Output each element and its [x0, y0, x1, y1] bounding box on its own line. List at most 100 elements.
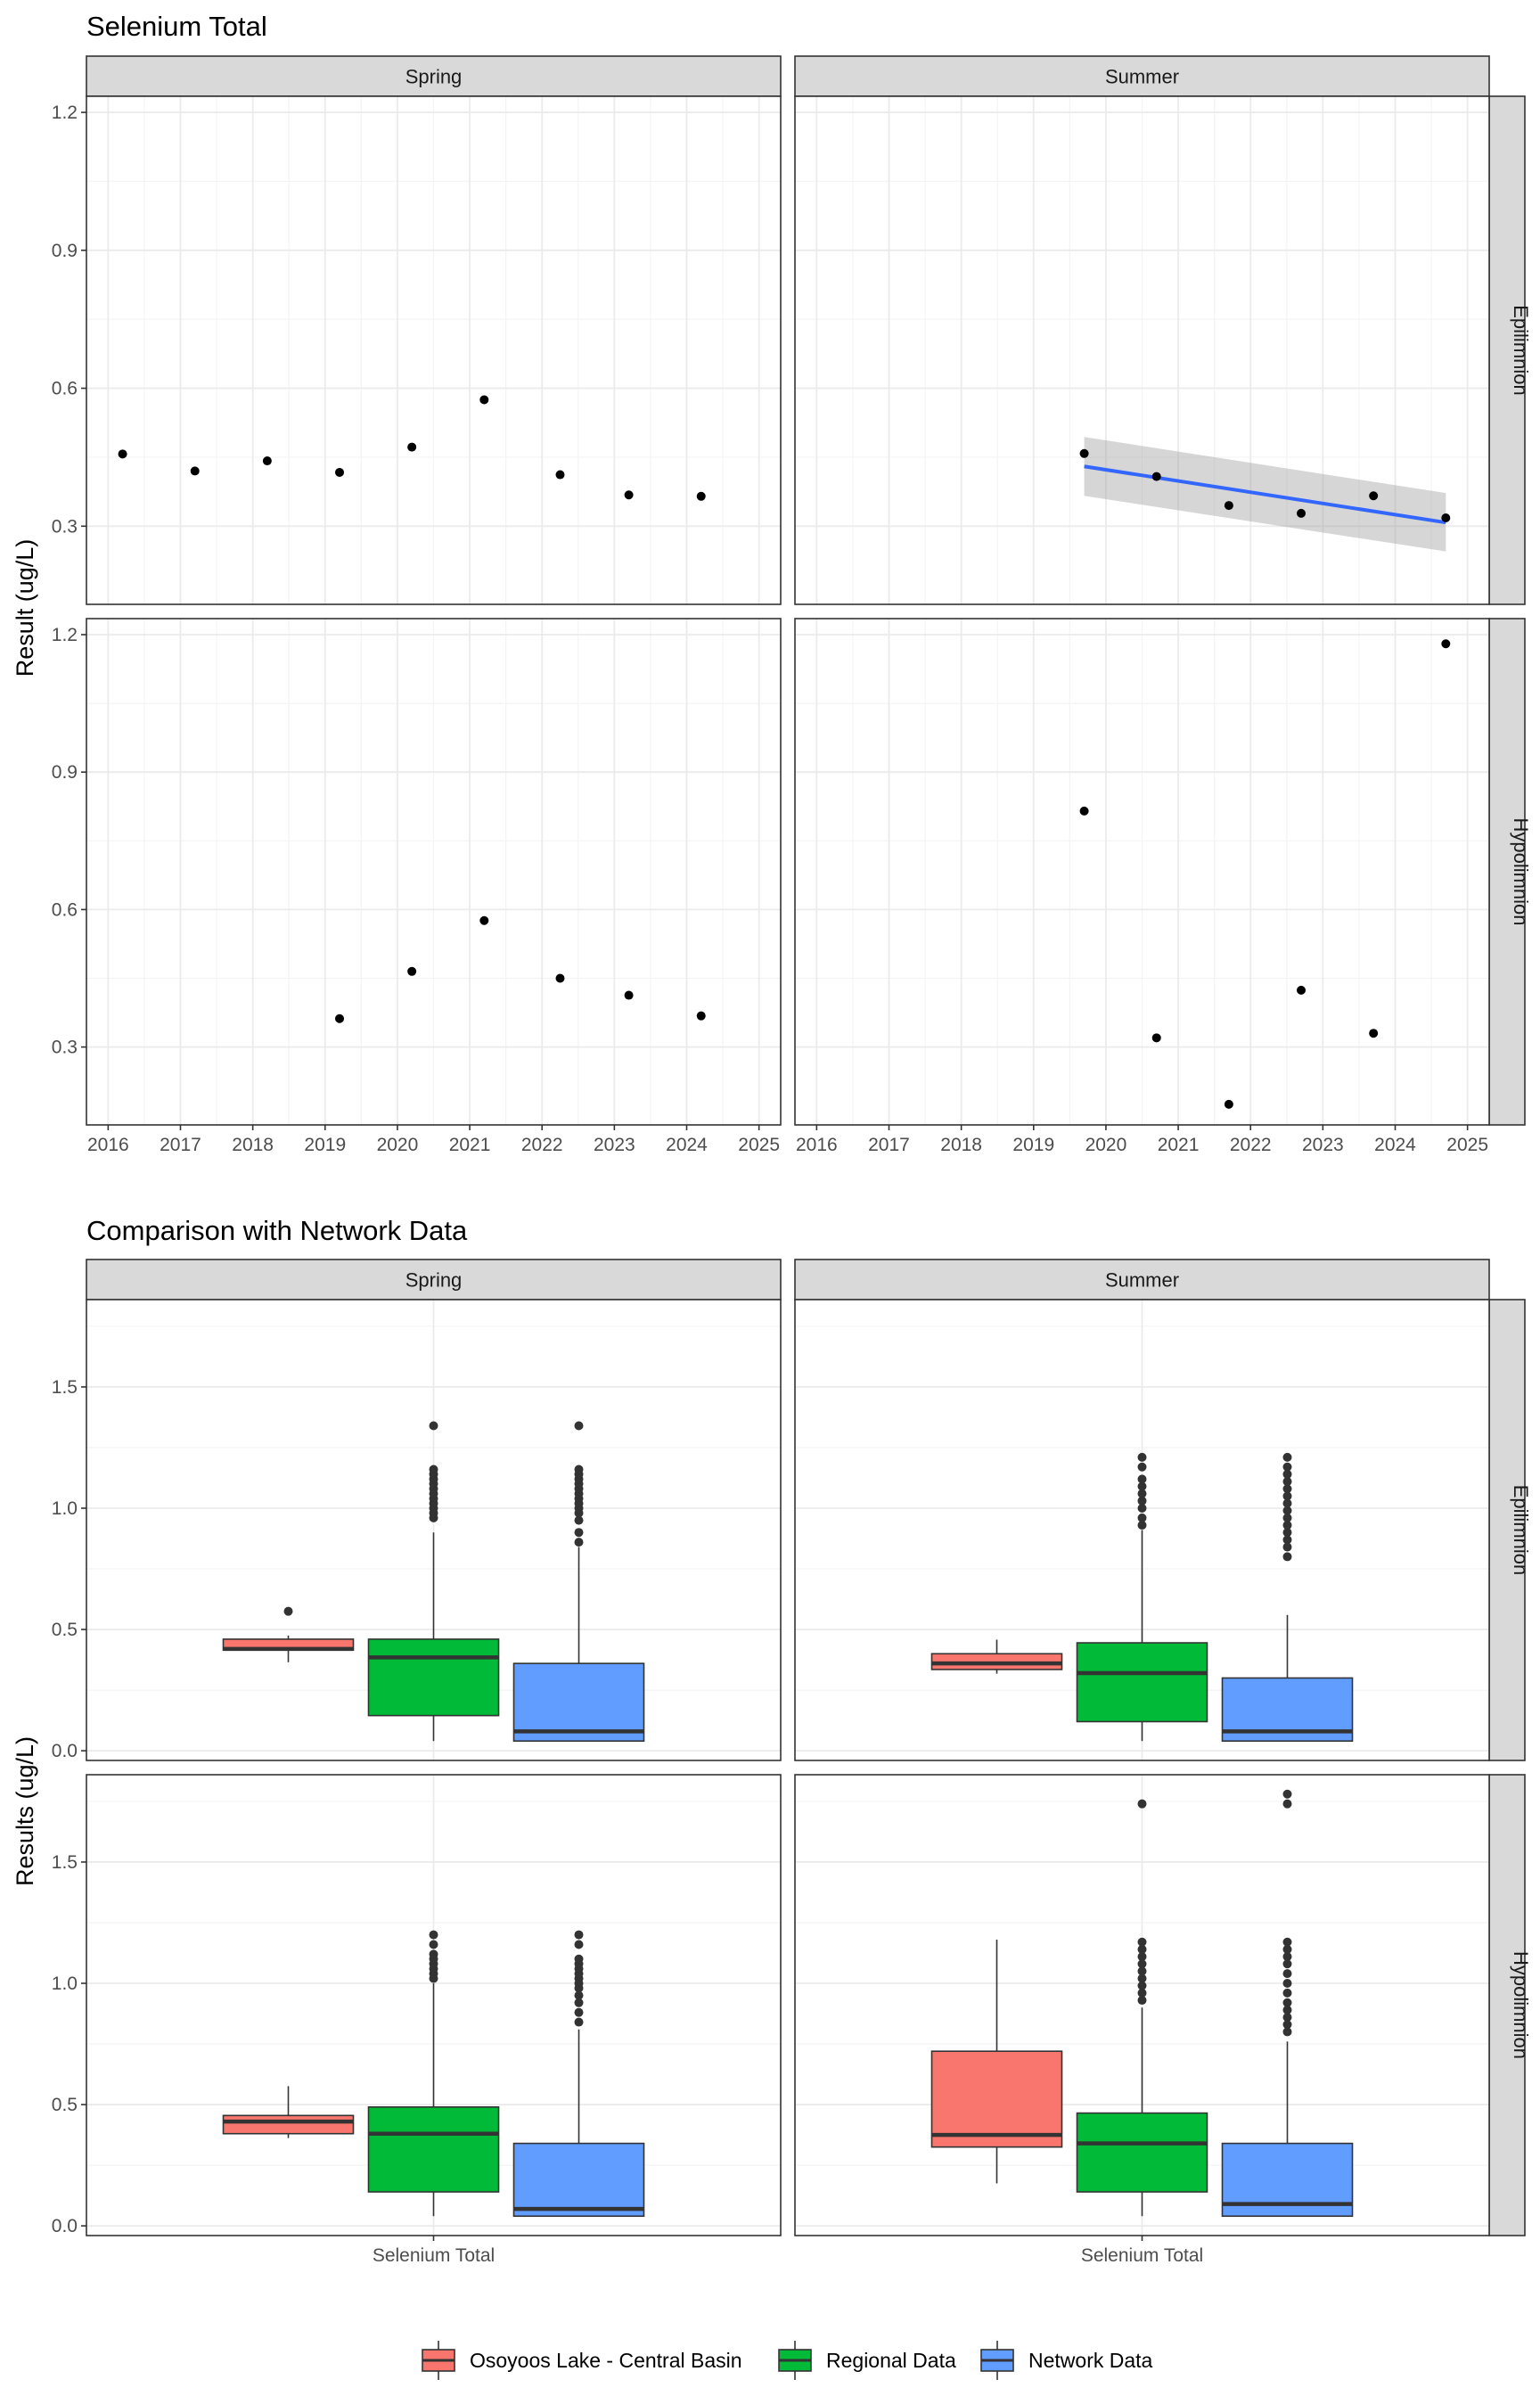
scatter-strip-col-1 — [794, 55, 1490, 97]
boxplot-strip-label-summer: Summer — [1105, 1269, 1179, 1292]
x-tick-label: 2024 — [666, 1135, 708, 1155]
y-tick-label: 0.5 — [52, 2095, 78, 2115]
x-tick-label: Selenium Total — [373, 2245, 495, 2266]
legend-item-network-data: Network Data — [980, 2341, 1153, 2380]
boxplot-strip-col-1 — [794, 1259, 1490, 1301]
y-tick-label: 1.0 — [52, 1973, 78, 1994]
box-osoyoos-lake-central-basin — [930, 1639, 1063, 1674]
outlier-point — [1282, 1477, 1292, 1487]
x-tick-label: 2016 — [87, 1135, 129, 1155]
box-iqr — [222, 2114, 355, 2135]
box-network-data — [1221, 1452, 1354, 1743]
data-point — [1224, 1099, 1233, 1109]
box-iqr — [1076, 2112, 1208, 2193]
outlier-point — [1282, 1988, 1292, 1998]
data-point — [1441, 639, 1451, 649]
outlier-point — [1282, 1552, 1292, 1562]
outlier-point — [1282, 2020, 1292, 2030]
outlier-point — [1137, 1452, 1147, 1462]
box-regional-data — [1076, 1799, 1208, 2217]
box-iqr — [1076, 1642, 1208, 1723]
outlier-point — [1282, 1542, 1292, 1552]
outlier-point — [1282, 1469, 1292, 1479]
outlier-point — [1282, 1799, 1292, 1809]
outlier-point — [574, 1954, 584, 1964]
box-osoyoos-lake-central-basin — [930, 1940, 1063, 2184]
scatter-strip-label-hypolimnion: Hypolimnion — [1510, 817, 1532, 925]
scatter-strip-label-epilimnion: Epilimnion — [1510, 305, 1532, 396]
outlier-point — [1282, 1952, 1292, 1962]
outlier-point — [574, 2007, 584, 2017]
x-tick-label: 2021 — [1158, 1135, 1200, 1155]
boxplot-y-axis-label: Results (ug/L) — [12, 1736, 38, 1886]
scatter-strip-label-spring: Spring — [405, 66, 463, 88]
x-tick-label: 2024 — [1374, 1135, 1416, 1155]
outlier-point — [574, 1515, 584, 1525]
scatter-strip-row-0 — [1488, 95, 1526, 605]
x-tick-label: 2023 — [594, 1135, 635, 1155]
data-point — [1079, 806, 1089, 816]
y-tick-label: 1.2 — [52, 103, 78, 123]
x-tick-label: 2017 — [160, 1135, 201, 1155]
x-tick-label: 2022 — [521, 1135, 563, 1155]
panel-border — [86, 1299, 782, 1761]
panel-border — [86, 95, 782, 605]
boxplot-strip-col-0 — [86, 1259, 782, 1301]
outlier-point — [429, 1940, 438, 1949]
boxplot-panel-spring-epilimnion — [86, 1299, 782, 1761]
box-regional-data — [367, 1421, 500, 1742]
x-tick-label: 2023 — [1302, 1135, 1344, 1155]
outlier-point — [1137, 1981, 1147, 1990]
data-point — [1297, 985, 1307, 995]
data-point — [335, 1013, 345, 1023]
outlier-point — [574, 1421, 584, 1431]
boxplot-facet-grid: Spring Summer Epilimnion Hypolimnion 0.0 0.5 1… — [52, 1259, 1532, 2266]
x-tick-label: 2021 — [449, 1135, 491, 1155]
y-tick-label: 0.9 — [52, 762, 78, 783]
x-tick-label: 2025 — [738, 1135, 780, 1155]
outlier-point — [1282, 1998, 1292, 2007]
scatter-strip-label-summer: Summer — [1105, 66, 1179, 88]
outlier-point — [283, 1606, 293, 1616]
data-point — [624, 490, 634, 500]
data-point — [1297, 508, 1307, 518]
box-regional-data — [367, 1930, 500, 2217]
y-tick-label: 1.2 — [52, 625, 78, 645]
data-point — [335, 467, 345, 477]
y-tick-label: 0.9 — [52, 241, 78, 261]
data-point — [1079, 448, 1089, 458]
data-point — [1151, 472, 1161, 481]
x-tick-label: 2019 — [1012, 1135, 1054, 1155]
scatter-facet-grid: Spring Summer Epilimnion Hypolimnion 0.3 0.6 0… — [52, 55, 1532, 1155]
data-point — [1369, 1029, 1379, 1038]
y-tick-label: 1.5 — [52, 1852, 78, 1873]
y-tick-label: 0.5 — [52, 1620, 78, 1640]
outlier-point — [1137, 1496, 1147, 1506]
outlier-point — [1137, 1952, 1147, 1962]
box-regional-data — [1076, 1452, 1208, 1742]
outlier-point — [1137, 1937, 1147, 1947]
outlier-point — [1137, 1966, 1147, 1976]
x-tick-label: 2018 — [232, 1135, 274, 1155]
data-point — [555, 470, 565, 480]
x-tick-label: 2022 — [1230, 1135, 1272, 1155]
scatter-strip-row-1 — [1488, 618, 1526, 1126]
outlier-point — [1282, 1498, 1292, 1508]
boxplot-strip-row-0 — [1488, 1299, 1526, 1761]
y-tick-label: 0.0 — [52, 1741, 78, 1761]
boxplot-strip-label-epilimnion: Epilimnion — [1510, 1485, 1532, 1576]
data-point — [555, 973, 565, 983]
x-tick-label: 2017 — [868, 1135, 910, 1155]
boxplot-panel-summer-hypolimnion — [794, 1774, 1490, 2236]
scatter-panel-spring-epilimnion — [86, 95, 782, 605]
data-point — [407, 442, 417, 452]
data-point — [118, 449, 127, 459]
outlier-point — [1282, 1535, 1292, 1545]
legend-label: Regional Data — [826, 2349, 956, 2372]
box-osoyoos-lake-central-basin — [222, 1606, 355, 1662]
legend-label: Network Data — [1028, 2349, 1153, 2372]
outlier-point — [1137, 1513, 1147, 1522]
scatter-chart-title: Selenium Total — [86, 11, 267, 42]
outlier-point — [1282, 1969, 1292, 1979]
outlier-point — [429, 1949, 438, 1959]
